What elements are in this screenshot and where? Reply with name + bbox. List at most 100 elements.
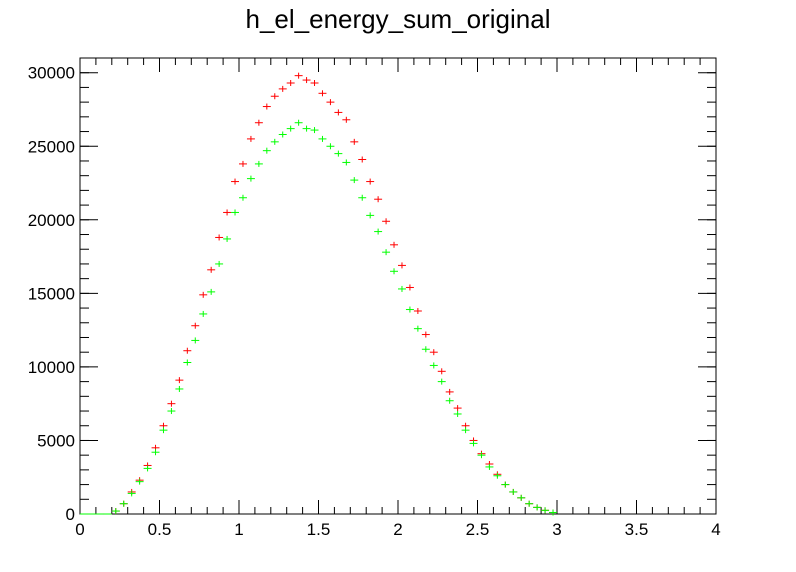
data-point: [382, 249, 391, 256]
y-tick-label: 5000: [37, 431, 75, 450]
y-tick-label: 10000: [28, 358, 75, 377]
data-point: [262, 147, 271, 154]
data-point: [477, 452, 486, 459]
data-point: [405, 284, 414, 291]
data-point: [294, 119, 303, 126]
data-point: [223, 235, 232, 242]
x-tick-label: 1: [234, 520, 243, 539]
y-tick-label: 30000: [28, 64, 75, 83]
y-tick-label: 15000: [28, 284, 75, 303]
data-point: [437, 378, 446, 385]
x-tick-label: 2: [393, 520, 402, 539]
data-point: [374, 196, 383, 203]
data-point: [294, 72, 303, 79]
data-point: [143, 465, 152, 472]
data-point: [366, 212, 375, 219]
data-point: [175, 377, 184, 384]
data-point: [517, 494, 526, 501]
data-point: [191, 337, 200, 344]
data-point: [239, 160, 247, 167]
data-point: [215, 234, 224, 241]
data-point: [239, 194, 247, 201]
chart-title: h_el_energy_sum_original: [246, 4, 551, 34]
data-point: [231, 178, 239, 185]
data-point: [390, 241, 398, 248]
data-point: [278, 85, 287, 92]
x-tick-label: 3.5: [625, 520, 649, 539]
data-point: [286, 125, 295, 132]
plot-frame: [79, 57, 717, 515]
data-point: [175, 385, 184, 392]
data-point: [350, 138, 359, 145]
data-point: [453, 410, 462, 417]
x-tick-label: 3: [552, 520, 561, 539]
data-point: [334, 150, 343, 157]
data-point: [398, 262, 406, 269]
x-tick-label: 1.5: [307, 520, 331, 539]
y-tick-label: 0: [66, 505, 75, 524]
y-tick-label: 25000: [28, 137, 75, 156]
data-point: [549, 509, 557, 516]
data-point: [231, 209, 239, 216]
tick-labels: 0 0.5 1 1.5 2 2.5 3 3.5 4 0 5000 10000 15000 20000 250…: [28, 64, 721, 539]
data-point: [405, 306, 414, 313]
data-point: [390, 268, 398, 275]
data-point: [485, 463, 494, 470]
data-point: [286, 80, 295, 87]
data-point: [167, 400, 176, 407]
data-point: [461, 427, 470, 434]
data-point: [119, 500, 128, 507]
axis-ticks: [79, 57, 717, 515]
data-point: [501, 481, 510, 488]
data-point: [199, 291, 208, 298]
data-point: [413, 325, 422, 332]
x-tick-label: 2.5: [466, 520, 490, 539]
data-point: [350, 177, 359, 184]
data-point: [326, 99, 335, 106]
data-point: [429, 349, 438, 356]
data-point: [111, 508, 120, 515]
data-point: [254, 160, 263, 167]
data-point: [223, 209, 232, 216]
data-point: [382, 218, 391, 225]
y-tick-label: 20000: [28, 211, 75, 230]
data-point: [199, 310, 208, 317]
data-point: [445, 388, 454, 395]
data-point: [541, 507, 550, 514]
data-point: [453, 405, 462, 412]
data-point: [183, 359, 192, 366]
x-tick-label: 4: [711, 520, 720, 539]
data-point: [429, 362, 438, 369]
data-point: [326, 143, 335, 150]
data-point: [270, 138, 279, 145]
data-point: [374, 228, 383, 235]
data-point: [421, 331, 430, 338]
data-point: [270, 93, 279, 100]
data-point: [318, 90, 327, 97]
data-point: [509, 488, 518, 495]
data-point: [302, 125, 311, 132]
data-point: [278, 131, 287, 138]
series-layer: [80, 72, 557, 516]
data-point: [135, 478, 144, 485]
data-point: [302, 77, 311, 84]
data-point: [310, 80, 319, 87]
data-point: [398, 285, 406, 292]
data-point: [358, 156, 367, 163]
data-point: [318, 135, 327, 142]
data-point: [207, 288, 216, 295]
data-point: [262, 103, 271, 110]
data-point: [310, 127, 319, 134]
data-point: [437, 368, 446, 375]
data-point: [167, 408, 176, 415]
data-point: [151, 449, 160, 456]
data-point: [342, 116, 351, 123]
data-point: [207, 266, 216, 273]
data-point: [159, 427, 168, 434]
data-point: [254, 119, 263, 126]
data-point: [342, 159, 351, 166]
data-point: [191, 322, 200, 329]
data-point: [525, 500, 534, 507]
